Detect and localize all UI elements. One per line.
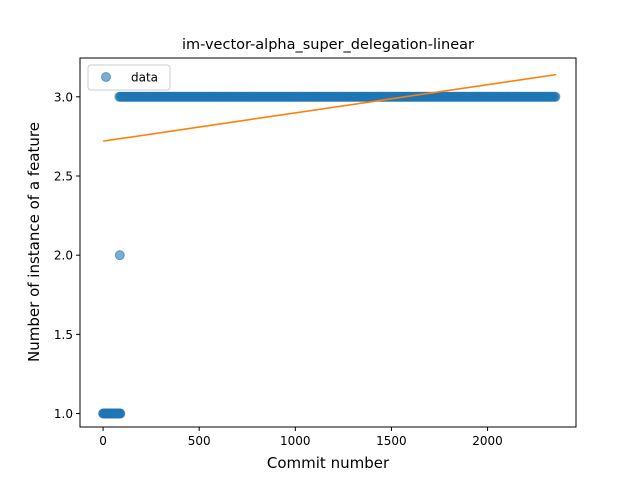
y-tick-label: 2.0 [54, 249, 73, 263]
y-tick-label: 2.5 [54, 169, 73, 183]
fit-line [102, 73, 557, 142]
data-point [550, 91, 561, 102]
legend: data [87, 64, 171, 91]
legend-marker-data [101, 72, 111, 82]
x-tick-label: 500 [188, 434, 211, 448]
fit-line-layer [102, 73, 557, 142]
legend-box [87, 64, 171, 91]
y-axis-ticks: 1.0 1.5 2.0 2.5 3.0 [54, 90, 80, 421]
y-tick-label: 3.0 [54, 90, 73, 104]
x-tick-label: 0 [99, 434, 107, 448]
y-tick-label: 1.5 [54, 328, 73, 342]
x-axis-ticks: 0 500 1000 1500 2000 [99, 427, 503, 448]
y-tick-label: 1.0 [54, 407, 73, 421]
plot-frame [79, 57, 577, 428]
plot-area [98, 91, 561, 419]
chart-title: im-vector-alpha_super_delegation-linear [182, 37, 474, 53]
y-axis-label: Number of instance of a feature [25, 122, 43, 362]
legend-label-data: data [131, 71, 158, 85]
data-point [115, 408, 126, 419]
data-point [114, 250, 125, 261]
x-tick-label: 1500 [376, 434, 407, 448]
x-axis-label: Commit number [267, 454, 390, 472]
x-tick-label: 2000 [472, 434, 503, 448]
x-tick-label: 1000 [280, 434, 311, 448]
